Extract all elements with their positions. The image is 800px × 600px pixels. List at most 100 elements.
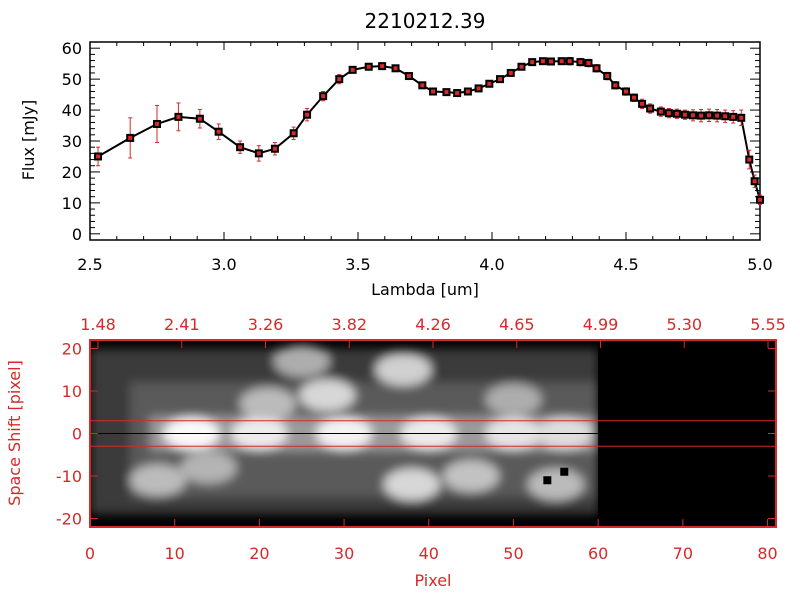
spectrum-point-core — [758, 197, 762, 202]
image-blob — [129, 464, 186, 497]
image-xtick-label: 50 — [503, 544, 523, 563]
image-dark-pixel — [543, 476, 552, 485]
spectrum-line — [97, 60, 761, 201]
spectrum-xtick-label: 5.0 — [747, 255, 772, 274]
image-toptick-label: 1.48 — [80, 315, 116, 334]
spectrum-point-core — [197, 116, 202, 121]
image-xtick-label: 30 — [334, 544, 354, 563]
spectrum-xtick-label: 3.5 — [345, 255, 370, 274]
spectrum-point-core — [605, 74, 610, 79]
spectrum-point-core — [624, 89, 628, 94]
spectrum-point-core — [96, 154, 101, 159]
spectrum-point-core — [350, 67, 355, 72]
image-toptick-label: 5.30 — [666, 315, 702, 334]
image-toptick-label: 4.65 — [499, 315, 535, 334]
spectrum-point-core — [578, 60, 583, 65]
spectrum-ytick-label: 0 — [72, 225, 82, 244]
spectrum-point-core — [699, 113, 704, 118]
image-toptick-label: 4.26 — [415, 315, 451, 334]
spectrum-point-core — [567, 59, 572, 64]
image-ytick-label: 10 — [62, 382, 82, 401]
spectrum-point-core — [594, 66, 599, 71]
spectrum-point-core — [731, 114, 736, 119]
spectrum-xtick-label: 4.5 — [613, 255, 638, 274]
image-xtick-label: 70 — [673, 544, 693, 563]
image-blob — [375, 353, 432, 386]
spectrum-point-core — [747, 157, 752, 162]
spectrum-point-core — [380, 64, 385, 69]
spectrum-point-core — [508, 70, 513, 75]
spectrum-xtick-label: 4.0 — [479, 255, 504, 274]
spectrum-frame — [89, 41, 761, 241]
image-xlabel: Pixel — [414, 571, 451, 590]
spectrum-point-core — [128, 135, 133, 140]
image-ytick-label: 20 — [62, 340, 82, 359]
spectrum-point-core — [691, 113, 695, 118]
spectrum-ytick-label: 10 — [62, 194, 82, 213]
spectrum-point-core — [540, 59, 545, 64]
spectrum-point-core — [420, 83, 425, 88]
spectrum-point-core — [272, 146, 277, 151]
image-ytick-label: -10 — [56, 467, 82, 486]
image-blob — [273, 345, 330, 378]
spectrum-point-core — [337, 77, 342, 82]
image-blob — [180, 451, 237, 484]
spectrum-xtick-label: 2.5 — [77, 255, 102, 274]
image-toptick-label: 2.41 — [164, 315, 200, 334]
spectrum-point-core — [305, 112, 310, 117]
spectrum-ytick-label: 40 — [62, 101, 82, 120]
spectrum-point-core — [739, 115, 744, 120]
spectrum-point-core — [465, 89, 470, 94]
image-dark-pixel — [560, 467, 569, 476]
spectrum-ytick-label: 60 — [62, 39, 82, 58]
image-empty-region — [598, 340, 776, 527]
spectrum-point-core — [707, 113, 712, 118]
spectrum-point-core — [455, 91, 460, 96]
spectrum-point-core — [752, 179, 757, 184]
image-ytick-label: -20 — [56, 510, 82, 529]
spectrum-point-core — [559, 59, 564, 64]
image-blob — [299, 379, 356, 412]
image-blob — [443, 460, 500, 492]
image-blob — [239, 387, 296, 420]
spectrum-point-core — [216, 129, 221, 134]
spectrum-point-core — [666, 111, 671, 116]
spectrum-point-core — [498, 77, 503, 82]
image-xtick-label: 10 — [165, 544, 185, 563]
image-toptick-label: 3.26 — [248, 315, 284, 334]
spectrum-xtick-label: 3.0 — [211, 255, 236, 274]
spectrum-point-core — [530, 60, 535, 65]
spectrum-point-core — [291, 131, 296, 136]
spectrum-point-core — [366, 64, 371, 69]
spectrum-point-core — [393, 66, 398, 71]
image-ylabel: Space Shift [pixel] — [5, 360, 24, 506]
spectrum-point-core — [444, 90, 449, 95]
spectrum-ylabel: Flux [mJy] — [19, 100, 38, 181]
spectrum-point-core — [256, 151, 261, 156]
spectrum-point-core — [658, 109, 663, 114]
spectrum-ytick-label: 50 — [62, 70, 82, 89]
spectrum-point-core — [176, 114, 181, 119]
spectrum-point-core — [238, 145, 243, 150]
spectrum-ytick-label: 20 — [62, 163, 82, 182]
spectrum-point-core — [640, 101, 645, 106]
spectrum-point-core — [674, 111, 679, 116]
image-xtick-label: 20 — [249, 544, 269, 563]
spectrum-point-core — [723, 114, 728, 119]
image-xtick-label: 0 — [85, 544, 95, 563]
spectrum-point-core — [586, 61, 591, 66]
image-panel: 0 10 20 30 40 50 60 70 80 20 10 0 -10 -20 1.48 2.41 3.… — [5, 315, 786, 590]
image-toptick-label: 5.55 — [750, 315, 786, 334]
spectrum-point-core — [613, 83, 618, 88]
image-xtick-label: 60 — [588, 544, 608, 563]
image-xtick-label: 40 — [419, 544, 439, 563]
spectrum-point-core — [476, 86, 481, 91]
spectrum-point-core — [632, 95, 637, 100]
spectrum-point-core — [406, 74, 411, 79]
image-toptick-label: 3.82 — [331, 315, 367, 334]
spectrum-point-core — [682, 112, 687, 117]
spectrum-point-core — [155, 121, 159, 126]
spectrum-point-core — [648, 106, 653, 111]
